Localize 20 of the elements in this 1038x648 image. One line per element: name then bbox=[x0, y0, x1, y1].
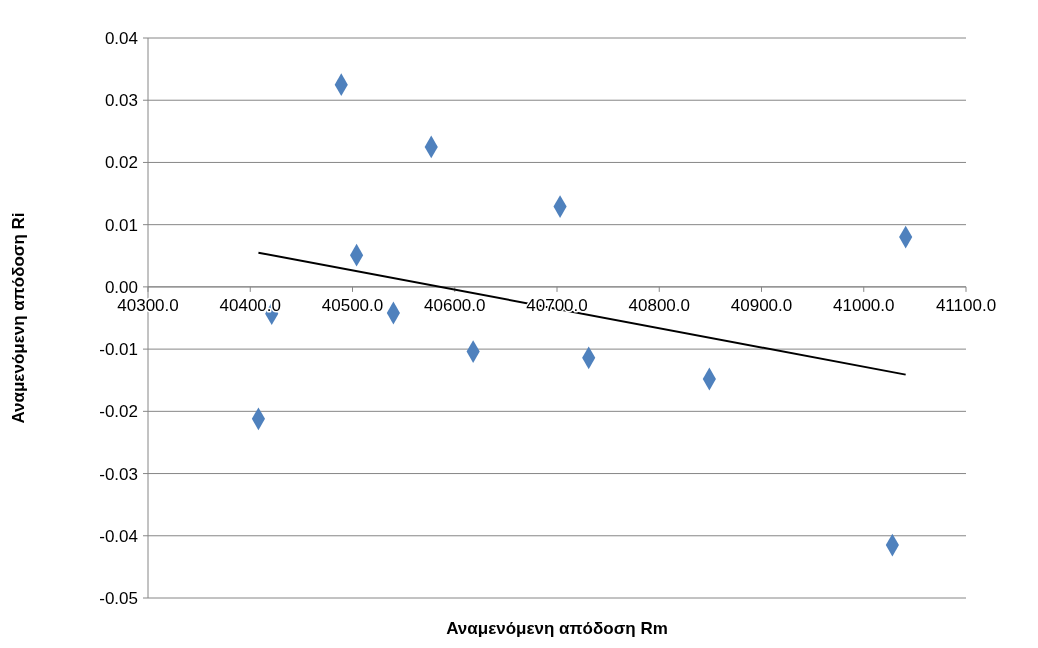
x-tick-label: 40900.0 bbox=[730, 295, 793, 315]
x-tick-label: 40500.0 bbox=[321, 295, 384, 315]
x-tick-label: 40300.0 bbox=[117, 295, 179, 315]
y-tick-label: -0.04 bbox=[99, 526, 138, 546]
x-axis-title: Αναμενόμενη απόδοση Rm bbox=[446, 619, 668, 638]
x-tick-label: 40400.0 bbox=[219, 295, 281, 315]
y-tick-label: 0.04 bbox=[104, 28, 138, 48]
y-tick-label: -0.03 bbox=[99, 464, 138, 484]
y-tick-label: 0.02 bbox=[104, 153, 138, 173]
y-tick-label: 0.01 bbox=[104, 215, 138, 235]
y-tick-label: -0.01 bbox=[99, 340, 138, 360]
x-tick-label: 41100.0 bbox=[935, 295, 997, 315]
y-tick-label: 0.00 bbox=[104, 277, 138, 297]
y-tick-label: 0.03 bbox=[104, 91, 138, 111]
x-tick-label: 40600.0 bbox=[424, 295, 486, 315]
y-tick-label: -0.02 bbox=[99, 402, 138, 422]
x-tick-label: 40800.0 bbox=[628, 295, 690, 315]
x-tick-label: 41000.0 bbox=[833, 295, 895, 315]
y-tick-label: -0.05 bbox=[99, 588, 138, 608]
y-axis-title: Αναμενόμενη απόδοση Ri bbox=[9, 212, 28, 424]
